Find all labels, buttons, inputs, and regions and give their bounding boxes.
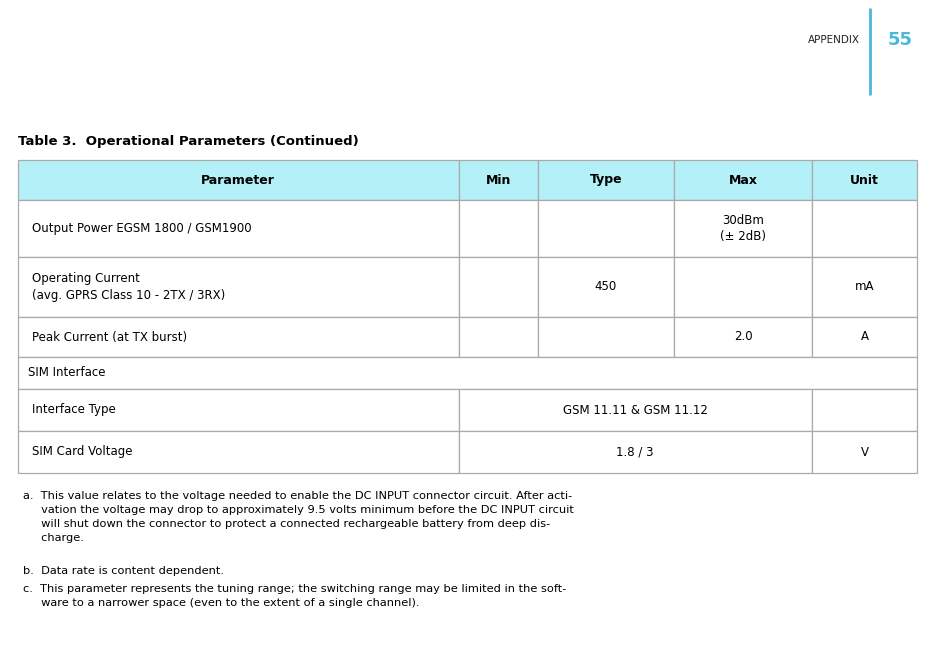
Bar	[18, 357, 917, 389]
Bar	[538, 317, 674, 357]
Text: GSM 11.11 & GSM 11.12: GSM 11.11 & GSM 11.12	[563, 404, 708, 417]
Text: 1.8 / 3: 1.8 / 3	[616, 445, 654, 458]
Text: Table 3.  Operational Parameters (Continued): Table 3. Operational Parameters (Continu…	[18, 135, 359, 148]
Text: Type: Type	[590, 174, 623, 186]
Bar	[458, 257, 538, 317]
Bar	[812, 431, 917, 473]
Bar	[674, 257, 812, 317]
Text: 450: 450	[595, 281, 617, 294]
Bar	[812, 389, 917, 431]
Text: Min: Min	[485, 174, 511, 186]
Bar	[812, 160, 917, 200]
Bar	[458, 431, 812, 473]
Text: c.  This parameter represents the tuning range; the switching range may be limit: c. This parameter represents the tuning …	[23, 584, 567, 608]
Bar	[18, 257, 458, 317]
Text: 30dBm
(± 2dB): 30dBm (± 2dB)	[720, 214, 766, 243]
Bar	[458, 160, 538, 200]
Text: Max: Max	[728, 174, 757, 186]
Bar	[18, 200, 458, 257]
Bar	[674, 317, 812, 357]
Text: 55: 55	[887, 31, 913, 49]
Text: V: V	[860, 445, 869, 458]
Text: Parameter: Parameter	[201, 174, 275, 186]
Text: Interface Type: Interface Type	[32, 404, 116, 417]
Text: SIM Card Voltage: SIM Card Voltage	[32, 445, 133, 458]
Text: a.  This value relates to the voltage needed to enable the DC INPUT connector ci: a. This value relates to the voltage nee…	[23, 491, 574, 543]
Bar	[538, 257, 674, 317]
Bar	[458, 317, 538, 357]
Bar	[812, 257, 917, 317]
Bar	[674, 160, 812, 200]
Text: SIM Interface: SIM Interface	[28, 367, 106, 380]
Bar	[18, 317, 458, 357]
Bar	[458, 200, 538, 257]
Bar	[18, 431, 458, 473]
Bar	[458, 389, 812, 431]
Text: APPENDIX: APPENDIX	[808, 35, 860, 45]
Text: mA: mA	[855, 281, 874, 294]
Text: Operating Current
(avg. GPRS Class 10 - 2TX / 3RX): Operating Current (avg. GPRS Class 10 - …	[32, 272, 225, 302]
Text: b.  Data rate is content dependent.: b. Data rate is content dependent.	[23, 566, 224, 576]
Bar	[812, 200, 917, 257]
Bar	[538, 200, 674, 257]
Bar	[812, 317, 917, 357]
Text: Peak Current (at TX burst): Peak Current (at TX burst)	[32, 331, 187, 344]
Text: 2.0: 2.0	[734, 331, 753, 344]
Bar	[674, 200, 812, 257]
Bar	[18, 160, 458, 200]
Text: Output Power EGSM 1800 / GSM1900: Output Power EGSM 1800 / GSM1900	[32, 222, 252, 235]
Text: A: A	[860, 331, 869, 344]
Bar	[18, 389, 458, 431]
Text: Unit: Unit	[850, 174, 879, 186]
Bar	[538, 160, 674, 200]
